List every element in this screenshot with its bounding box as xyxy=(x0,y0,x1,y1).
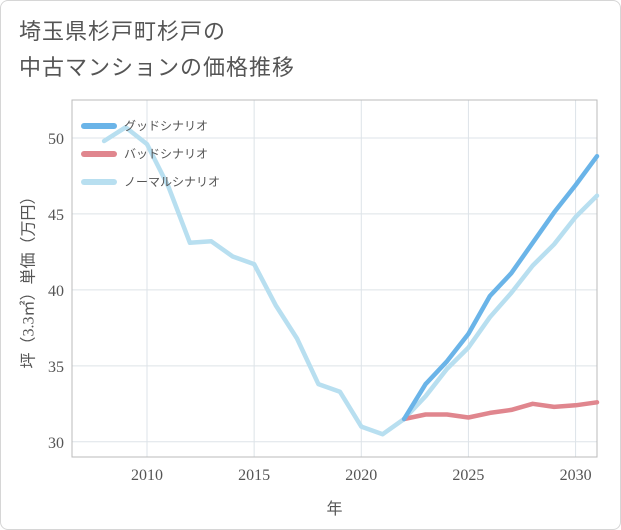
legend-label: バッドシナリオ xyxy=(124,147,208,161)
series-line-0 xyxy=(401,153,600,422)
chart-series xyxy=(101,125,600,437)
axis-ticks: 2010 2015 2020 2025 2030 30 35 40 45 50 xyxy=(48,131,592,484)
y-tick-label: 50 xyxy=(48,131,64,148)
x-tick-label: 2010 xyxy=(131,467,163,484)
y-tick-label: 40 xyxy=(48,283,64,300)
x-tick-label: 2015 xyxy=(238,467,270,484)
plot-area-frame xyxy=(71,99,598,458)
chart-grid xyxy=(72,100,597,457)
x-tick-label: 2025 xyxy=(452,467,484,484)
chart-title: 埼玉県杉戸町杉戸の 中古マンションの価格推移 xyxy=(19,15,295,87)
chart-title-line-2: 中古マンションの価格推移 xyxy=(19,56,296,81)
legend-label: ノーマルシナリオ xyxy=(124,175,220,189)
y-tick-label: 35 xyxy=(48,359,64,376)
chart-title-line-1: 埼玉県杉戸町杉戸の xyxy=(19,20,227,45)
legend-label: グッドシナリオ xyxy=(124,119,208,133)
series-line-1 xyxy=(401,400,600,422)
x-axis-title: 年 xyxy=(326,500,342,518)
y-tick-label: 45 xyxy=(48,207,64,224)
y-tick-label: 30 xyxy=(48,435,64,452)
series-line-2 xyxy=(101,125,600,437)
x-tick-label: 2030 xyxy=(560,467,592,484)
x-tick-label: 2020 xyxy=(345,467,377,484)
y-axis-title: 坪（3.3㎡）単価（万円） xyxy=(20,188,38,368)
